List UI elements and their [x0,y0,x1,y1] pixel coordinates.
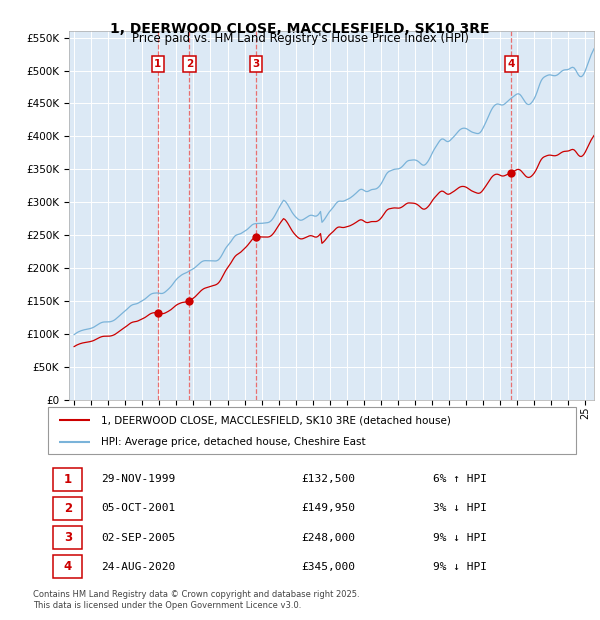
Text: 4: 4 [64,560,72,574]
Text: 9% ↓ HPI: 9% ↓ HPI [433,562,487,572]
Text: 3: 3 [64,531,72,544]
Text: 05-OCT-2001: 05-OCT-2001 [101,503,175,513]
Text: 3: 3 [253,59,260,69]
Text: 1, DEERWOOD CLOSE, MACCLESFIELD, SK10 3RE: 1, DEERWOOD CLOSE, MACCLESFIELD, SK10 3R… [110,22,490,36]
Text: £149,950: £149,950 [301,503,355,513]
Text: 1: 1 [64,472,72,485]
Text: £132,500: £132,500 [301,474,355,484]
FancyBboxPatch shape [53,467,82,490]
Text: 2: 2 [64,502,72,515]
FancyBboxPatch shape [53,556,82,578]
Text: 4: 4 [508,59,515,69]
Text: £248,000: £248,000 [301,533,355,542]
Text: Contains HM Land Registry data © Crown copyright and database right 2025.
This d: Contains HM Land Registry data © Crown c… [33,590,359,609]
FancyBboxPatch shape [53,526,82,549]
Text: 6% ↑ HPI: 6% ↑ HPI [433,474,487,484]
Text: 2: 2 [186,59,193,69]
Text: 29-NOV-1999: 29-NOV-1999 [101,474,175,484]
Text: £345,000: £345,000 [301,562,355,572]
Text: 1: 1 [154,59,161,69]
FancyBboxPatch shape [53,497,82,520]
Text: 1, DEERWOOD CLOSE, MACCLESFIELD, SK10 3RE (detached house): 1, DEERWOOD CLOSE, MACCLESFIELD, SK10 3R… [101,415,451,425]
Text: 3% ↓ HPI: 3% ↓ HPI [433,503,487,513]
Text: 9% ↓ HPI: 9% ↓ HPI [433,533,487,542]
Text: HPI: Average price, detached house, Cheshire East: HPI: Average price, detached house, Ches… [101,437,365,447]
FancyBboxPatch shape [48,407,576,454]
Text: 02-SEP-2005: 02-SEP-2005 [101,533,175,542]
Text: 24-AUG-2020: 24-AUG-2020 [101,562,175,572]
Text: Price paid vs. HM Land Registry's House Price Index (HPI): Price paid vs. HM Land Registry's House … [131,32,469,45]
